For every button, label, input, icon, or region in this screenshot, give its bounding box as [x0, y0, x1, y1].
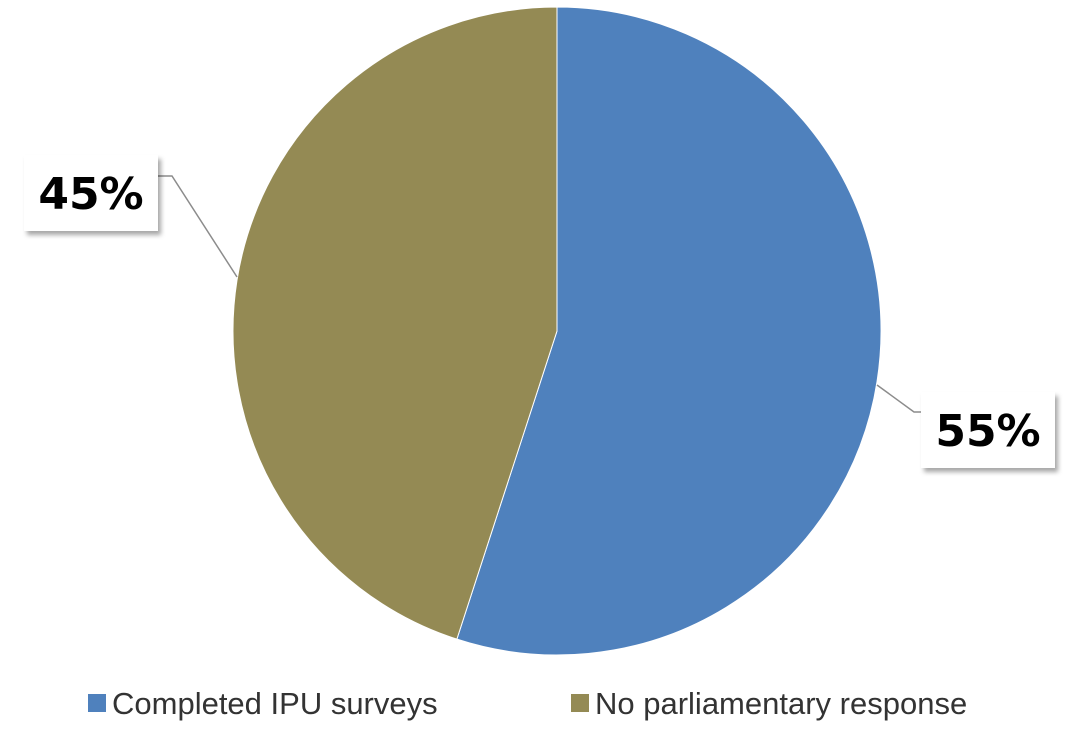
legend-label-1: Completed IPU surveys	[112, 686, 438, 721]
data-label-box-1	[921, 392, 1055, 468]
data-label-2: 45%	[38, 169, 143, 220]
pie-slice-1	[456, 6, 882, 656]
legend: Completed IPU surveys No parliamentary re…	[88, 686, 967, 721]
data-label-box-2	[24, 155, 158, 231]
leader-line-2	[158, 175, 238, 278]
leader-line-1	[876, 384, 921, 413]
pie-slice-2	[232, 6, 558, 640]
slices-layer	[232, 6, 882, 656]
legend-item-2: No parliamentary response	[571, 686, 967, 721]
legend-swatch-1	[88, 694, 106, 712]
legend-label-2: No parliamentary response	[595, 686, 967, 721]
legend-swatch-2	[571, 694, 589, 712]
data-label-1: 55%	[935, 406, 1040, 457]
legend-item-1: Completed IPU surveys	[88, 686, 438, 721]
data-labels-layer: 55% 45%	[24, 155, 1055, 468]
